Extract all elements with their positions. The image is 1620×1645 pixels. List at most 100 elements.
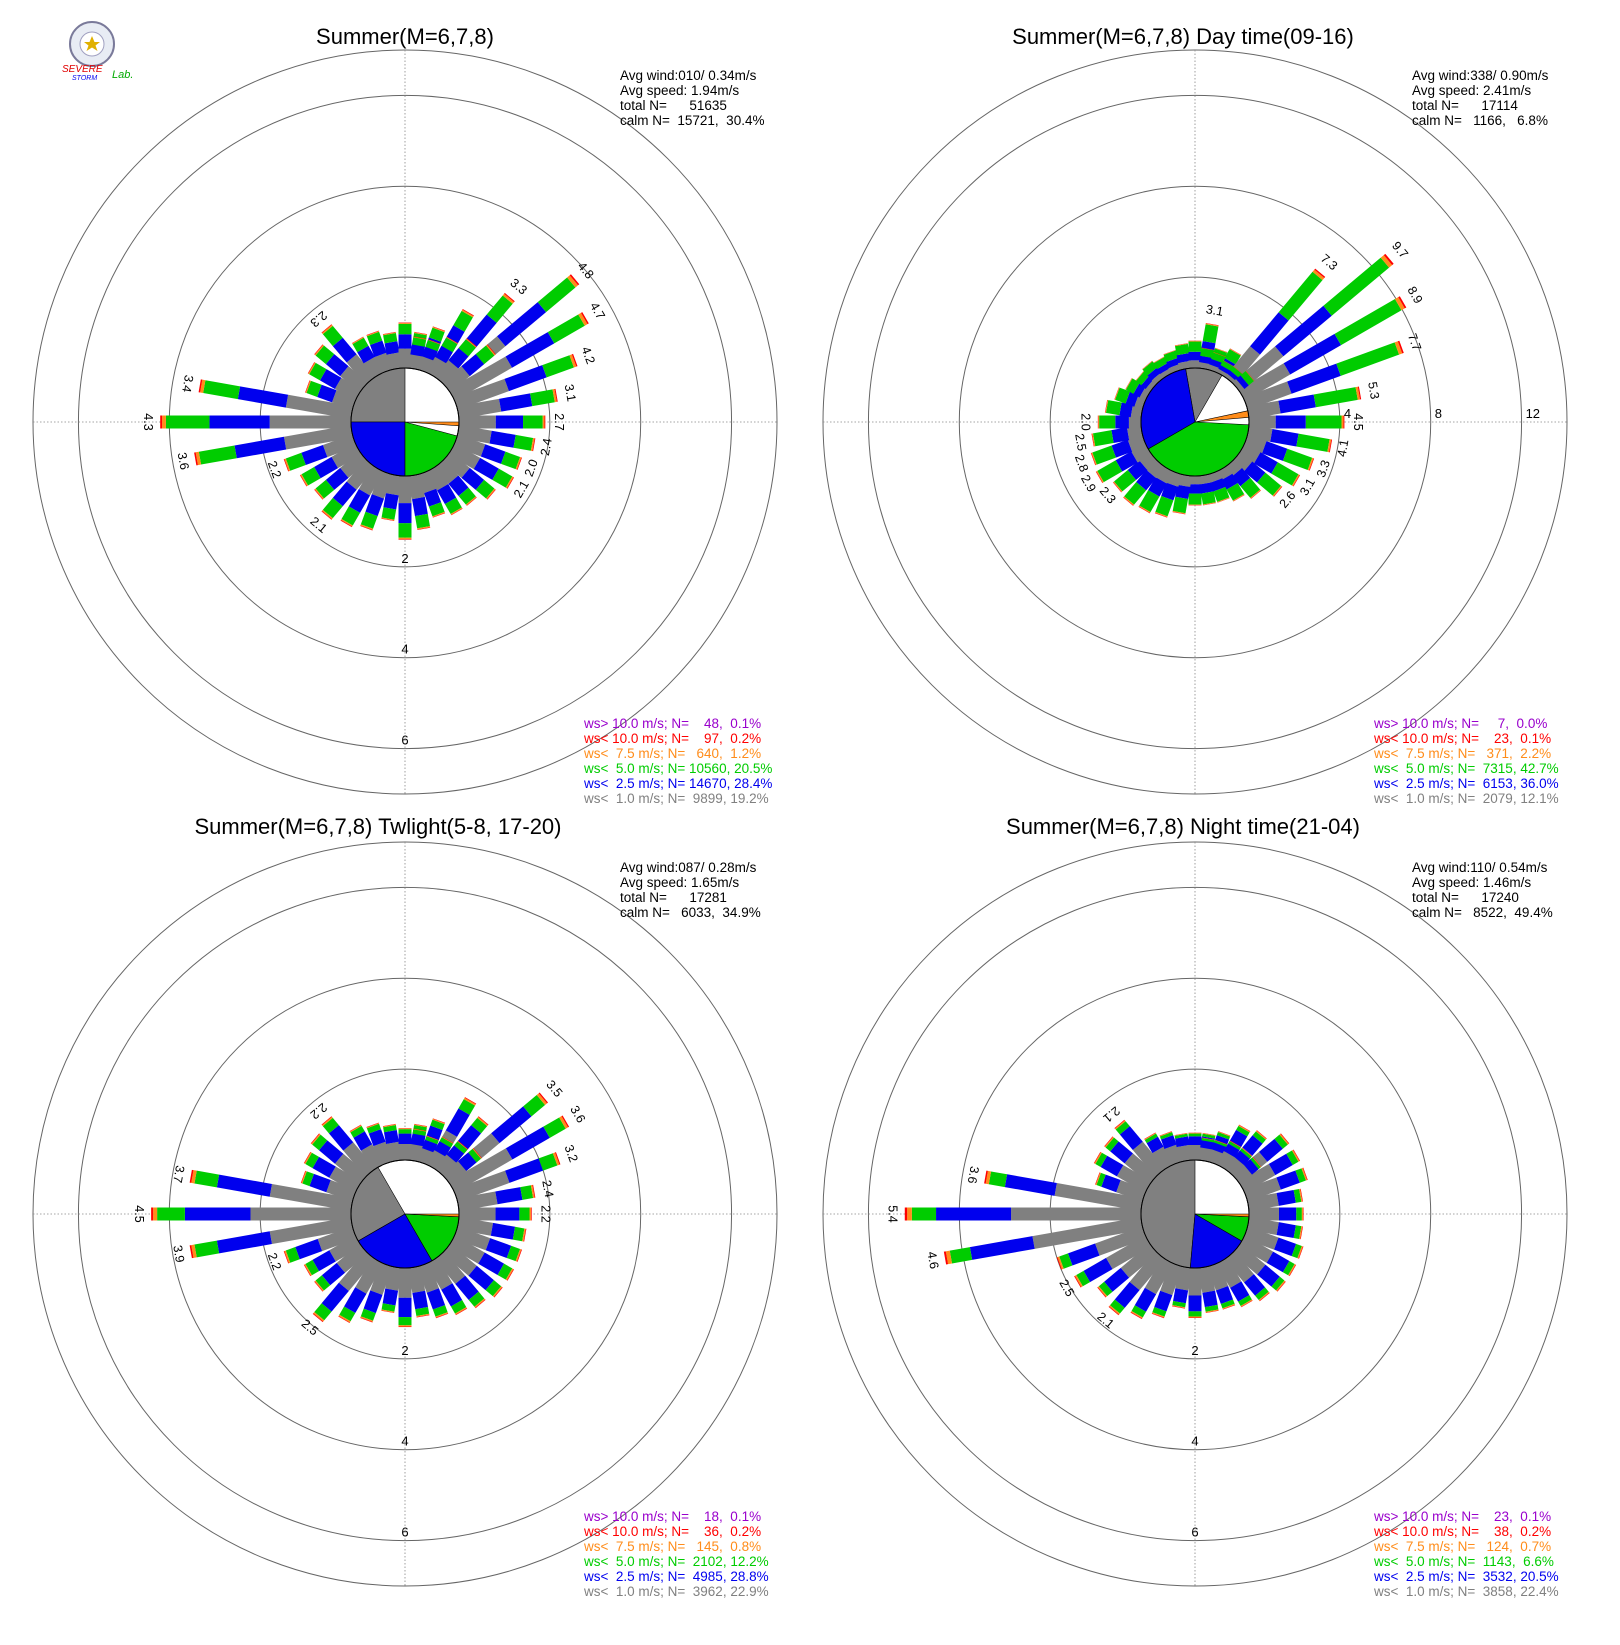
spoke-segment-ws_lt_7_5	[541, 1098, 543, 1100]
spoke-segment-ws_lt_1	[1230, 463, 1237, 472]
spoke-label: 7.7	[1405, 332, 1424, 353]
spoke-segment-ws_lt_5	[1179, 1302, 1180, 1306]
spoke-segment-ws_lt_5	[1145, 493, 1154, 508]
spoke-segment-ws_lt_1	[414, 475, 418, 498]
spoke-segment-ws_lt_7_5	[469, 1101, 470, 1102]
spoke-segment-ws_lt_5	[1140, 376, 1145, 380]
spoke-segment-ws_lt_2_5	[500, 400, 531, 405]
spoke-segment-ws_lt_2_5	[1232, 374, 1235, 377]
spoke-segment-ws_lt_1	[1248, 1199, 1278, 1204]
spoke-segment-ws_lt_5	[1150, 1137, 1152, 1140]
spoke-segment-ws_lt_2_5	[460, 1280, 473, 1296]
spoke-segment-ws_lt_5	[1101, 466, 1119, 477]
spoke-segment-ws_lt_5	[309, 387, 320, 391]
spoke-segment-ws_lt_2_5	[453, 352, 463, 364]
spoke-segment-ws_lt_5	[328, 502, 338, 514]
spoke-segment-ws_lt_7_5	[327, 329, 328, 330]
spoke-label: 3.6	[965, 1165, 982, 1185]
spoke-segment-ws_lt_1	[1171, 1147, 1177, 1163]
legend-entry: ws< 2.5 m/s; N= 3532, 20.5%	[1373, 1569, 1559, 1584]
spoke-segment-ws_lt_2_5	[1152, 1140, 1158, 1150]
wind-spoke	[1204, 1267, 1212, 1312]
spoke-segment-ws_lt_5	[1179, 498, 1182, 512]
spoke-label: 3.4	[179, 374, 196, 394]
spoke-segment-ws_lt_2_5	[319, 391, 334, 396]
spoke-segment-ws_lt_2_5	[1218, 1145, 1220, 1152]
spoke-segment-ws_lt_7_5	[1109, 1142, 1110, 1143]
spoke-segment-ws_lt_1	[1157, 376, 1161, 380]
spoke-segment-ws_lt_5	[1158, 1309, 1160, 1314]
spoke-segment-ws_lt_5	[551, 320, 581, 338]
spoke-segment-ws_lt_2_5	[1163, 366, 1166, 371]
spoke-segment-ws_lt_2_5	[338, 486, 352, 502]
spoke-segment-ws_lt_2_5	[417, 346, 419, 356]
wind-spoke	[1236, 376, 1250, 388]
spoke-segment-ws_lt_5	[515, 441, 532, 444]
spoke-segment-ws_lt_1	[1172, 473, 1176, 485]
spoke-segment-ws_lt_5	[1290, 1156, 1296, 1159]
stats-line: Avg speed: 2.41m/s	[1412, 83, 1531, 98]
severe-storm-lab-logo: SEVERE STORM Lab.	[62, 22, 133, 82]
spoke-segment-ws_lt_7_5	[308, 1270, 309, 1271]
spoke-segment-ws_lt_5	[431, 1138, 432, 1142]
spoke-segment-ws_lt_7_5	[467, 313, 468, 314]
stats-line: Avg speed: 1.65m/s	[620, 875, 739, 890]
spoke-segment-ws_lt_2_5	[1215, 361, 1217, 366]
spoke-segment-ws_lt_5	[1161, 498, 1167, 514]
spoke-segment-ws_lt_5	[547, 1123, 563, 1132]
spoke-segment-ws_lt_2_5	[509, 338, 551, 362]
spoke-segment-ws_lt_1	[1184, 475, 1186, 486]
spoke-segment-ws_lt_2_5	[1132, 465, 1144, 475]
spoke-label: 3.6	[567, 1103, 588, 1125]
panel-title: Summer(M=6,7,8) Night time(21-04)	[1006, 814, 1360, 839]
spoke-segment-ws_lt_1	[1143, 392, 1149, 395]
spoke-segment-ws_lt_5	[316, 1140, 323, 1146]
spoke-segment-ws_lt_5	[1261, 478, 1277, 491]
spoke-segment-ws_lt_5	[542, 282, 571, 307]
spoke-segment-ws_lt_2_5	[1167, 1137, 1170, 1146]
spoke-segment-ws_lt_7_5	[1098, 1158, 1099, 1159]
spoke-segment-ws_lt_7_5	[1264, 1296, 1265, 1297]
spoke-segment-ws_lt_5	[527, 1100, 541, 1111]
spoke-segment-ws_lt_5	[501, 1269, 509, 1274]
wind-spoke	[389, 333, 395, 369]
spoke-segment-ws_lt_2_5	[1236, 1285, 1244, 1299]
legend-entry: ws< 7.5 m/s; N= 124, 0.7%	[1373, 1539, 1551, 1554]
legend-entry: ws< 1.0 m/s; N= 9899, 19.2%	[583, 791, 769, 806]
panel-title: Summer(M=6,7,8) Day time(09-16)	[1012, 24, 1354, 49]
spoke-segment-ws_lt_10	[1400, 347, 1402, 348]
spoke-segment-ws_lt_2_5	[338, 342, 352, 358]
spoke-segment-ws_lt_5	[436, 1122, 438, 1128]
spoke-segment-ws_lt_7_5	[582, 319, 585, 321]
legend-entry: ws< 5.0 m/s; N= 1143, 6.6%	[1373, 1554, 1554, 1569]
spoke-segment-ws_lt_1	[392, 475, 395, 494]
spoke-segment-ws_lt_7_5	[1128, 500, 1129, 501]
logo-text-lab: Lab.	[112, 69, 133, 81]
spoke-segment-ws_lt_2_5	[1264, 447, 1285, 455]
spoke-segment-ws_lt_2_5	[1207, 1141, 1208, 1148]
spoke-segment-ws_lt_2_5	[451, 1150, 459, 1159]
spoke-segment-ws_lt_2_5	[1278, 1196, 1295, 1199]
spoke-segment-ws_lt_5	[480, 350, 490, 359]
spoke-segment-ws_lt_5	[320, 485, 330, 494]
panel-title: Summer(M=6,7,8)	[316, 24, 494, 49]
spoke-segment-ws_lt_1	[414, 1267, 418, 1292]
wind-rose-panel-1: 3.34.84.74.23.12.72.42.02.12.12.23.64.33…	[33, 24, 777, 806]
spoke-segment-ws_lt_5	[531, 396, 553, 400]
spoke-segment-ws_lt_5	[1209, 325, 1212, 342]
spoke-segment-ws_lt_5	[1217, 355, 1219, 361]
spoke-segment-ws_lt_2_5	[441, 349, 447, 360]
spoke-segment-ws_lt_7_5	[509, 1274, 510, 1275]
spoke-segment-ws_lt_7_5	[1397, 347, 1400, 348]
spoke-segment-ws_lt_5	[459, 314, 467, 328]
spoke-segment-ws_lt_5	[521, 1192, 532, 1194]
spoke-segment-ws_lt_2_5	[1257, 458, 1274, 468]
spoke-label: 2.7	[552, 413, 566, 430]
stats-line: Avg speed: 1.46m/s	[1412, 875, 1531, 890]
spoke-segment-ws_lt_5	[1226, 364, 1229, 368]
legend-entry: ws< 10.0 m/s; N= 36, 0.2%	[583, 1524, 761, 1539]
spoke-label: 2.8	[1072, 453, 1091, 474]
spoke-segment-ws_lt_5	[1234, 1144, 1235, 1146]
